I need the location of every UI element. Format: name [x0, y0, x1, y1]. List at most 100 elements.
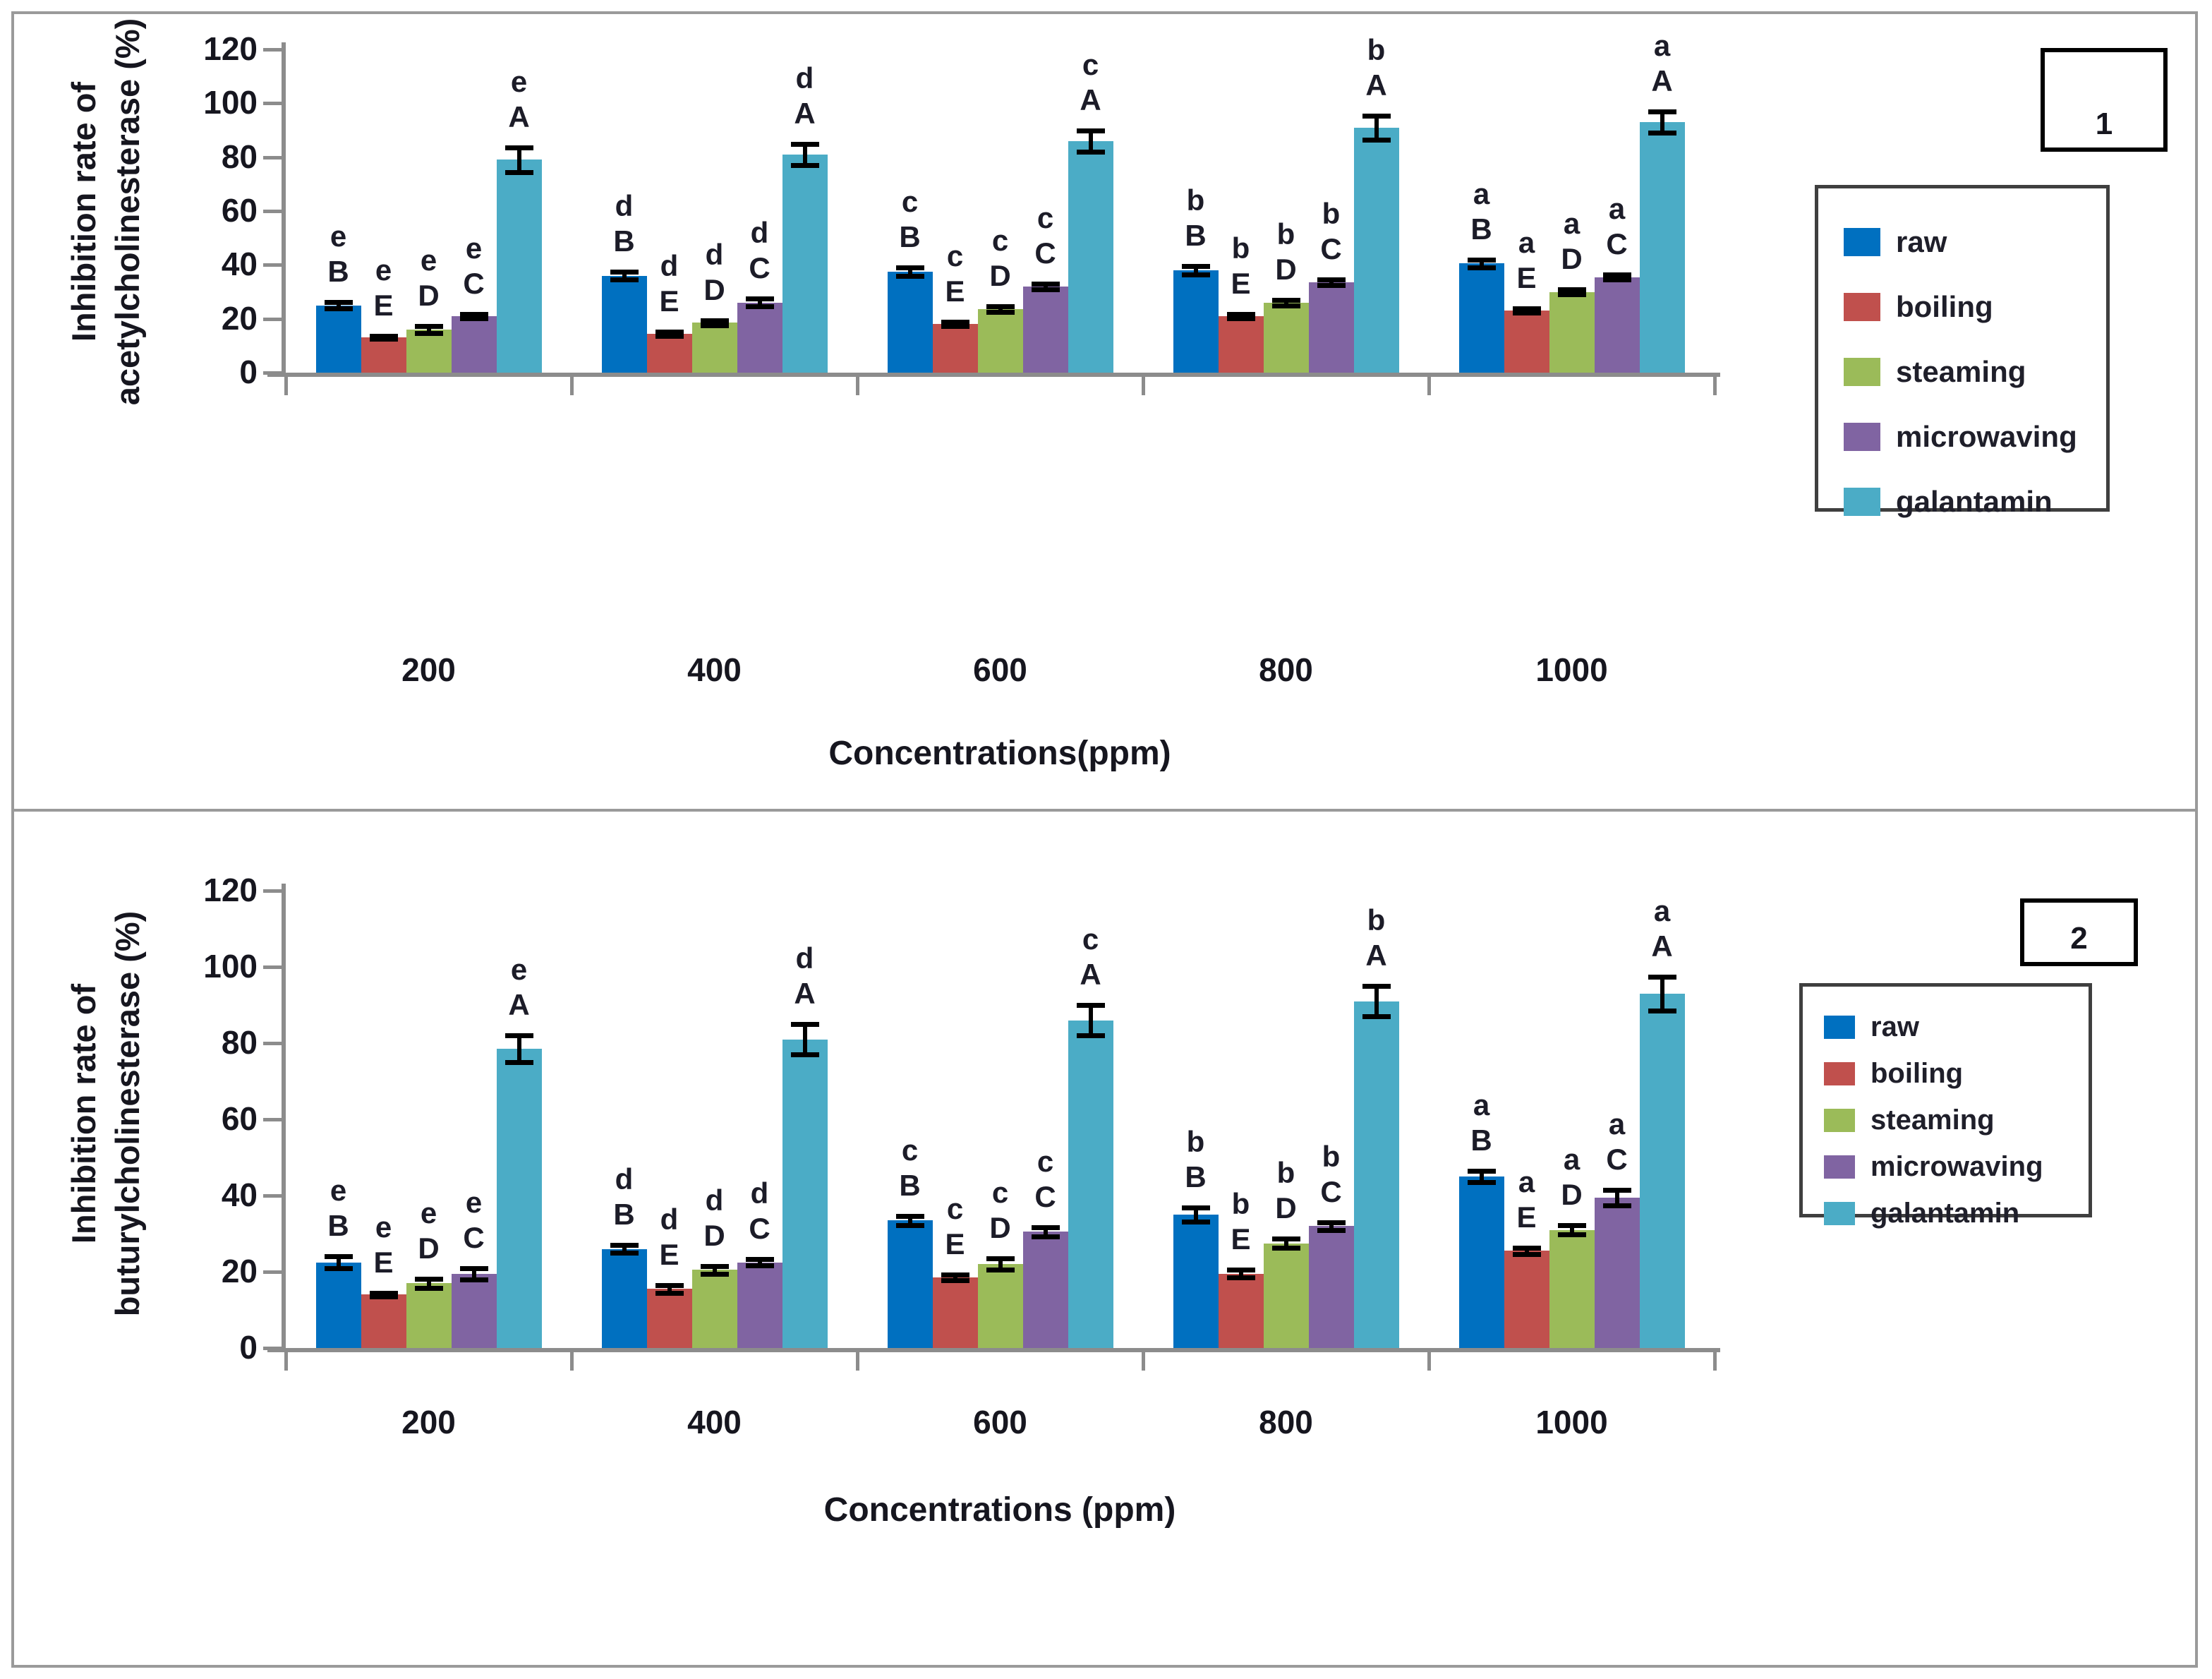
legend-label: raw	[1870, 1011, 1919, 1042]
group-letter: e	[375, 253, 392, 287]
error-bar-cap-top	[1362, 113, 1391, 119]
legend-swatch-boiling	[1824, 1061, 1855, 1085]
error-bar-cap-top	[986, 304, 1015, 310]
y-axis-tick	[263, 1194, 282, 1198]
bar-galantamin-600	[1068, 140, 1113, 373]
bar-microwaving-400	[737, 302, 782, 373]
legend-item-galantamin: galantamin	[1844, 469, 2053, 534]
x-axis-title: Concentrations (ppm)	[823, 1491, 1176, 1529]
group-letter: a	[1608, 1107, 1626, 1141]
series-letter: C	[463, 1220, 485, 1254]
bar-boiling-600	[932, 1277, 978, 1348]
error-bar-cap-top	[1181, 264, 1210, 270]
group-letter: e	[510, 65, 528, 99]
legend-label: boiling	[1896, 290, 1993, 323]
y-axis-title: Inhibition rate of buturylcholinesterase …	[65, 910, 146, 1317]
series-letter: D	[1561, 1178, 1583, 1212]
error-bar-cap-top	[895, 265, 924, 271]
group-letter: d	[705, 1183, 724, 1217]
error-bar-line	[622, 1245, 627, 1253]
error-bar-line	[1660, 976, 1664, 1011]
error-bar-cap-top	[414, 1276, 443, 1282]
error-bar-line	[802, 143, 807, 166]
error-bar-line	[1374, 115, 1379, 140]
error-bar-cap-bottom	[414, 330, 443, 336]
error-bar-cap-bottom	[1512, 1251, 1541, 1257]
group-letter: b	[1367, 903, 1386, 937]
error-bar-cap-bottom	[1031, 287, 1060, 292]
error-bar-cap-top	[1076, 128, 1105, 133]
bar-galantamin-400	[782, 154, 828, 373]
error-bar-cap-top	[610, 1243, 639, 1248]
error-bar-line	[1614, 1189, 1619, 1205]
x-axis-tick	[1713, 1348, 1717, 1371]
y-axis-tick-label: 20	[221, 299, 258, 337]
error-bar-cap-bottom	[1362, 1014, 1391, 1020]
error-bar-cap-top	[1226, 1268, 1255, 1273]
series-letter: A	[1651, 929, 1673, 963]
bar-galantamin-800	[1353, 1001, 1399, 1348]
bar-galantamin-1000	[1639, 122, 1685, 373]
legend-label: microwaving	[1870, 1150, 2043, 1182]
legend-swatch-microwaving	[1824, 1155, 1855, 1179]
bar-microwaving-800	[1308, 282, 1354, 373]
error-bar-cap-bottom	[700, 1271, 729, 1277]
group-letter: b	[1186, 1125, 1205, 1159]
error-bar-cap-bottom	[1602, 1203, 1631, 1208]
panel-number-box: 1	[2041, 48, 2168, 152]
y-axis-line	[282, 884, 286, 1348]
y-axis-tick-label: 60	[221, 192, 258, 229]
group-letter: d	[750, 1176, 769, 1210]
error-bar-line	[1238, 1270, 1243, 1278]
legend: raw boiling steaming microwaving galantamin	[1815, 185, 2110, 518]
group-letter: d	[615, 188, 634, 222]
bar-galantamin-200	[496, 160, 542, 373]
bar-raw-800	[1173, 1215, 1219, 1348]
group-letter: c	[901, 185, 919, 219]
error-bar-line	[1374, 986, 1379, 1017]
bar-raw-600	[887, 271, 933, 373]
error-bar-cap-top	[1512, 1245, 1541, 1251]
error-bar-cap-bottom	[941, 1278, 969, 1284]
error-bar-line	[1479, 1170, 1484, 1183]
error-bar-cap-bottom	[1271, 303, 1300, 308]
y-axis-tick-label: 80	[221, 138, 258, 175]
group-letter: c	[991, 224, 1009, 258]
error-bar-cap-top	[414, 324, 443, 330]
error-bar-cap-bottom	[414, 1285, 443, 1291]
bar-raw-400	[601, 275, 647, 373]
bar-steaming-800	[1263, 302, 1309, 373]
bar-boiling-400	[646, 333, 692, 373]
y-axis-tick-label: 0	[239, 1329, 258, 1366]
error-bar-cap-bottom	[745, 1263, 774, 1268]
legend-item-boiling: boiling	[1844, 275, 1993, 339]
error-bar-cap-bottom	[504, 1060, 533, 1065]
x-axis-tick-label: 800	[1259, 651, 1313, 688]
group-letter: e	[375, 1210, 392, 1244]
series-letter: E	[1516, 261, 1537, 295]
x-axis-tick-label: 1000	[1535, 651, 1608, 688]
group-letter: e	[465, 231, 483, 265]
legend-swatch-microwaving	[1844, 423, 1880, 451]
error-bar-cap-bottom	[1648, 1009, 1676, 1014]
series-letter: B	[899, 220, 921, 254]
x-axis-tick-label: 400	[687, 1404, 742, 1440]
series-letter: B	[1470, 1123, 1492, 1157]
series-letter: E	[659, 284, 679, 318]
y-axis-tick	[263, 48, 282, 52]
series-letter: C	[1034, 236, 1056, 270]
